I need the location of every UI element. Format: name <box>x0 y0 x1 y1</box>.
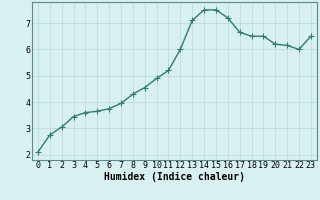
X-axis label: Humidex (Indice chaleur): Humidex (Indice chaleur) <box>104 172 245 182</box>
